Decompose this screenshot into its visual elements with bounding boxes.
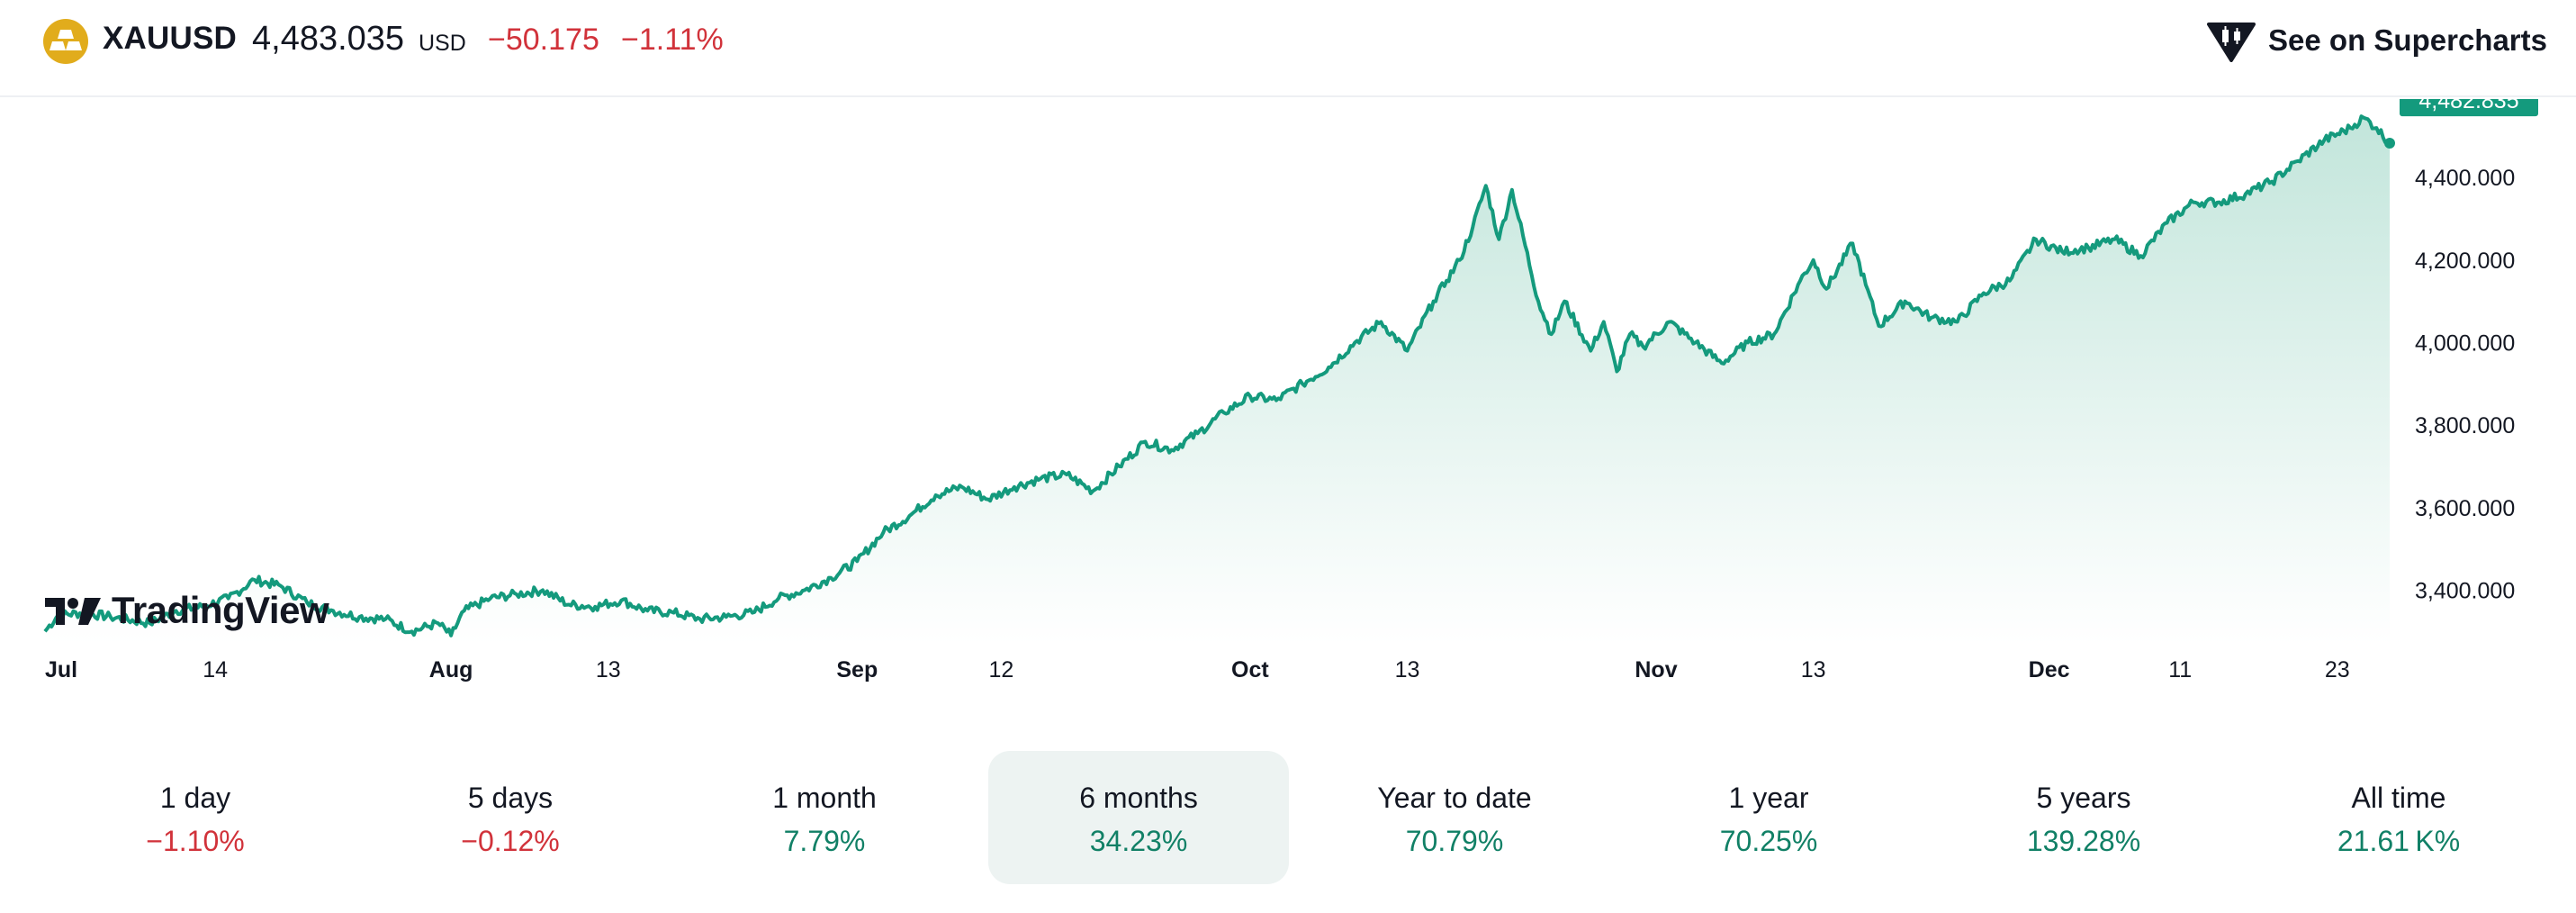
price-change-percent: −1.11% [621,23,724,57]
x-axis-tick-label: Dec [2029,657,2070,682]
y-axis-tick-label: 3,800.000 [2415,413,2515,438]
price-chart[interactable]: 3,400.000 3,600.000 3,800.000 4,000.000 4,20… [0,99,2576,684]
x-axis-tick-label: 14 [203,657,228,682]
gold-bars-icon [43,19,88,64]
period-tab-all-time[interactable]: All time 21.61 K% [2248,751,2549,884]
period-label: 1 month [772,782,877,814]
price-currency: USD [419,31,466,56]
period-change-value: 70.79% [1405,825,1504,857]
y-axis-tick-label: 3,400.000 [2415,578,2515,603]
x-axis-tick-label: 12 [988,657,1013,682]
period-label: 6 months [1079,782,1198,814]
current-price: 4,483.035 [252,20,405,58]
period-label: 1 day [159,782,231,814]
x-axis-tick-label: 13 [596,657,621,682]
period-performance-tabs: 1 day −1.10% 5 days −0.12% 1 month 7.79% 6 mon… [0,751,2576,884]
y-axis-tick-label: 4,200.000 [2415,249,2515,274]
period-change-value: 7.79% [783,825,866,857]
last-price-tag [2400,99,2538,117]
x-axis-tick-label: Oct [1231,657,1269,682]
price-series-line [43,114,2391,637]
last-price-point [2384,138,2395,149]
see-on-supercharts-link[interactable]: See on Supercharts [2207,18,2547,63]
supercharts-icon [2207,23,2256,62]
tradingview-logo[interactable]: TradingView [45,589,329,632]
period-tab-1-year[interactable]: 1 year 70.25% [1618,751,1919,884]
period-label: Year to date [1377,782,1532,814]
tradingview-logo-icon [45,598,101,625]
period-tab-year-to-date[interactable]: Year to date 70.79% [1304,751,1605,884]
price-area-fill [45,116,2390,644]
period-label: 5 days [467,782,554,814]
period-label: 5 years [2036,782,2131,814]
x-axis-tick-label: Nov [1635,657,1677,682]
supercharts-label: See on Supercharts [2268,23,2547,57]
period-label: All time [2351,782,2446,814]
y-axis-tick-label: 4,000.000 [2415,330,2515,356]
x-axis-tick-label: Sep [836,657,878,682]
period-tab-5-years[interactable]: 5 years 139.28% [1933,751,2234,884]
period-tab-1-day[interactable]: 1 day −1.10% [45,751,346,884]
y-axis-tick-label: 3,600.000 [2415,496,2515,521]
period-label: 1 year [1728,782,1809,814]
x-axis-tick-label: Aug [429,657,473,682]
x-axis-tick-label: Jul [45,657,77,682]
period-change-value: −1.10% [146,825,245,857]
period-change-value: 139.28% [2026,825,2141,857]
x-axis-tick-label: 11 [2168,657,2192,682]
last-price-tag-label: 4,482.835 [2418,99,2518,113]
x-axis-tick-label: 23 [2325,657,2350,682]
period-change-value: 34.23% [1089,825,1188,857]
period-change-value: 70.25% [1719,825,1818,857]
chart-header: XAUUSD 4,483.035 USD −50.175 −1.11% See … [0,0,2576,97]
period-change-value: −0.12% [461,825,560,857]
period-tab-5-days[interactable]: 5 days −0.12% [360,751,661,884]
x-axis-tick-label: 13 [1801,657,1826,682]
symbol-name[interactable]: XAUUSD [103,21,237,56]
tradingview-logo-text: TradingView [112,589,329,631]
period-tab-6-months[interactable]: 6 months 34.23% [988,751,1289,884]
period-tab-1-month[interactable]: 1 month 7.79% [674,751,975,884]
y-axis-tick-label: 4,400.000 [2415,166,2515,191]
price-change-absolute: −50.175 [488,23,599,57]
x-axis-tick-label: 13 [1395,657,1420,682]
period-change-value: 21.61 K% [2337,825,2461,857]
